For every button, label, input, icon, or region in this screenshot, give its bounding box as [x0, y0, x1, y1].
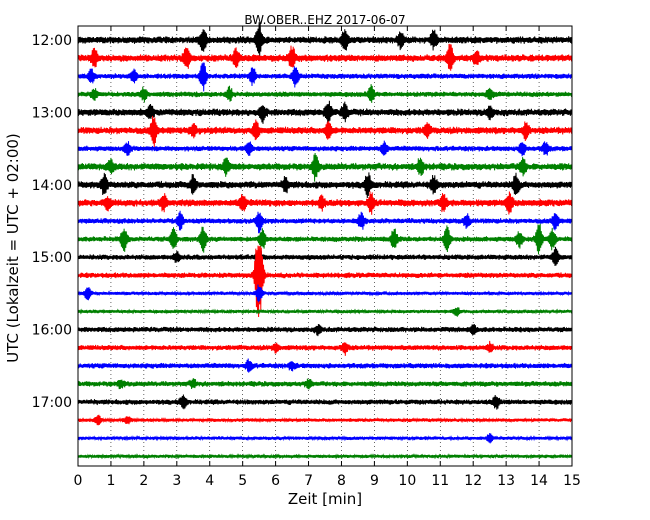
y-tick-label: 14:00: [32, 178, 72, 194]
trace-line: [77, 394, 573, 410]
trace-line: [77, 358, 573, 373]
y-axis-label: UTC (Lokalzeit = UTC + 02:00): [4, 133, 22, 363]
trace-line: [77, 62, 573, 92]
trace-line: [77, 223, 573, 255]
y-tick-label: 15:00: [32, 250, 72, 266]
trace-line: [77, 378, 573, 390]
trace-line: [77, 323, 573, 337]
trace-line: [77, 246, 573, 268]
x-tick-label: 6: [271, 473, 280, 489]
trace-line: [77, 152, 573, 182]
x-tick-label: 10: [398, 473, 416, 489]
trace-line: [77, 43, 573, 71]
seismic-traces: [77, 22, 573, 460]
y-axis-ticks: 12:00 13:00 14:00 15:00 16:00 17:00: [32, 33, 572, 411]
trace-line: [77, 453, 573, 460]
y-tick-label: 12:00: [32, 33, 72, 49]
trace-line: [77, 100, 573, 124]
x-tick-label: 8: [337, 473, 346, 489]
trace-line: [77, 432, 573, 444]
x-axis-label: Zeit [min]: [288, 490, 362, 508]
chart-title: BW.OBER..EHZ 2017-06-07: [244, 13, 405, 27]
trace-line: [77, 172, 573, 199]
x-tick-label: 1: [106, 473, 115, 489]
y-tick-label: 17:00: [32, 395, 72, 411]
x-tick-label: 5: [238, 473, 247, 489]
trace-line: [77, 414, 573, 426]
trace-line: [77, 245, 573, 318]
x-tick-label: 14: [530, 473, 548, 489]
x-tick-label: 7: [304, 473, 313, 489]
y-tick-label: 13:00: [32, 105, 72, 121]
x-axis-ticks: 0 1 2 3 4 5 6 7 8 9 10 11 12 13 14 15: [74, 26, 581, 489]
trace-line: [77, 284, 573, 303]
x-tick-label: 2: [139, 473, 148, 489]
trace-line: [77, 340, 573, 356]
x-tick-label: 13: [497, 473, 515, 489]
trace-line: [77, 115, 573, 148]
trace-line: [77, 307, 573, 317]
trace-line: [77, 210, 573, 234]
trace-line: [77, 22, 573, 57]
y-tick-label: 16:00: [32, 323, 72, 339]
trace-line: [77, 140, 573, 157]
x-tick-label: 9: [370, 473, 379, 489]
trace-line: [77, 191, 573, 215]
x-tick-label: 11: [431, 473, 449, 489]
x-tick-label: 0: [74, 473, 83, 489]
x-tick-label: 4: [205, 473, 214, 489]
plot-frame: [77, 25, 573, 467]
x-tick-label: 3: [172, 473, 181, 489]
x-tick-label: 12: [464, 473, 482, 489]
x-tick-label: 15: [563, 473, 581, 489]
trace-line: [77, 84, 573, 103]
